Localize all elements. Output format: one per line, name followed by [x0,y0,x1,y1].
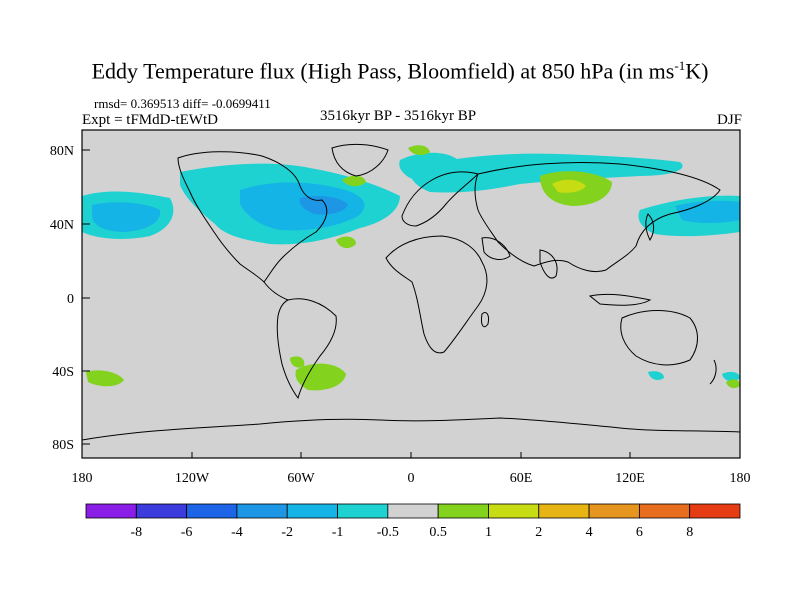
title-superscript: -1 [674,58,686,73]
colorbar-swatch [689,503,741,519]
colorbar-label: 8 [686,525,693,540]
region-north-pacific-core [92,202,161,232]
region-south-pacific [86,370,124,387]
colorbar-label: -2 [281,525,293,540]
lat-tick-0: 0 [67,292,74,307]
region-north-atlantic-positive [342,175,366,187]
lat-tick-40s: 40S [52,365,74,380]
colorbar-swatch [488,503,540,519]
colorbar-swatch [588,503,640,519]
coast-south-america [276,298,337,400]
colorbar-swatch [135,503,188,519]
region-southern-ocean-negative [648,371,664,380]
colorbar-swatch [85,503,137,519]
lon-tick-60e: 60E [510,471,533,486]
lon-tick-180w: 180 [72,471,93,486]
region-south-america-positive [290,356,305,368]
stats-label: rmsd= 0.369513 diff= -0.0699411 [94,96,271,111]
title-suffix: K) [685,58,709,84]
coast-antarctica [82,417,740,441]
coast-asia [474,161,721,273]
colorbar-label: -0.5 [377,525,399,540]
colorbar-swatch [387,503,439,519]
coast-africa [385,235,488,354]
colorbar-swatch [186,503,238,519]
coast-europe [401,171,479,227]
lat-tick-40n: 40N [50,218,74,233]
colorbar: -8 -6 -4 -2 -1 -0.5 0.5 1 2 4 6 8 [85,503,741,540]
lat-axis: 80N 40N 0 40S 80S [50,144,90,453]
colorbar-label: 2 [535,525,542,540]
lon-tick-60w: 60W [287,471,315,486]
region-arctic-positive [408,145,430,156]
region-nw-pacific-core [675,200,740,223]
coast-japan [645,213,655,242]
lon-tick-120w: 120W [175,471,210,486]
region-central-asia-core [552,179,586,193]
colorbar-label: 6 [636,525,643,540]
period-label: 3516kyr BP - 3516kyr BP [320,108,477,124]
colorbar-label: 0.5 [429,525,447,540]
colorbar-swatch [286,503,338,519]
lon-tick-180e: 180 [730,471,751,486]
region-north-america-max [299,196,348,215]
coast-australia [620,310,698,366]
title-main: Eddy Temperature flux (High Pass, Bloomf… [91,58,675,84]
coast-greenland [331,143,389,177]
season-label: DJF [716,112,742,128]
colorbar-swatch [538,503,590,519]
region-mid-atlantic-positive [336,236,356,249]
shaded-regions [82,145,740,391]
lon-tick-120e: 120E [615,471,645,486]
coast-indonesia [588,293,652,306]
chart-title: Eddy Temperature flux (High Pass, Bloomf… [0,58,800,84]
coast-madagascar [481,311,489,328]
experiment-label: Expt = tFMdD-tEWtD [82,112,218,128]
colorbar-label: 4 [586,525,593,540]
lat-tick-80n: 80N [50,144,74,159]
region-southern-ocean-positive [726,379,740,389]
region-southern-ocean-negative-2 [722,371,740,382]
colorbar-swatch [437,503,489,519]
colorbar-label: -8 [130,525,142,540]
lon-tick-0: 0 [408,471,415,486]
coast-arabia [481,237,511,260]
coast-india [539,249,558,279]
region-north-america-core [240,182,365,231]
region-south-atlantic [295,363,346,391]
lat-tick-80s: 80S [52,438,74,453]
coast-central-america [263,281,289,301]
colorbar-label: -6 [181,525,193,540]
colorbar-swatch [236,503,288,519]
colorbar-swatch [638,503,691,519]
coast-new-zealand [709,359,717,385]
colorbar-label: -4 [231,525,243,540]
colorbar-swatch [337,503,389,519]
coast-north-america [177,151,328,283]
colorbar-label: 1 [485,525,492,540]
lon-axis: 180 120W 60W 0 60E 120E 180 [72,452,751,486]
colorbar-label: -1 [332,525,344,540]
coastlines [82,143,740,441]
